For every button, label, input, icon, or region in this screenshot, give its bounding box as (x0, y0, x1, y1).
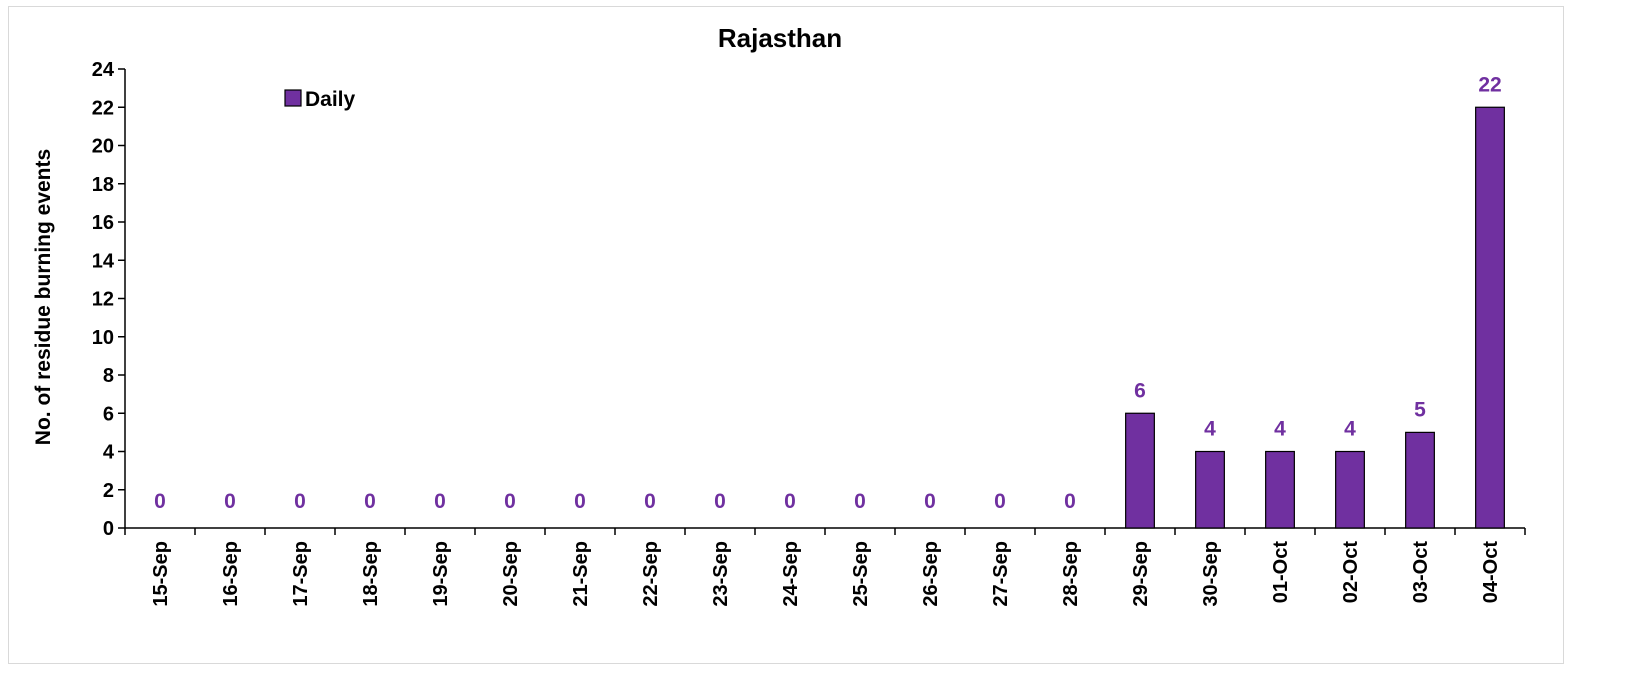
x-tick-label: 20-Sep (500, 541, 522, 607)
bar (1195, 450, 1225, 529)
x-tick-label: 04-Oct (1480, 541, 1502, 604)
y-tick-label: 10 (92, 327, 114, 349)
bar-series-daily (1125, 106, 1505, 529)
y-tick-label: 8 (103, 365, 114, 387)
bar (1405, 431, 1435, 529)
y-tick-label: 14 (92, 250, 115, 272)
data-label: 6 (1134, 379, 1146, 402)
data-label: 0 (924, 490, 936, 513)
data-label: 0 (854, 490, 866, 513)
data-label: 0 (504, 490, 516, 513)
y-tick-label: 24 (92, 59, 115, 81)
bar (1335, 450, 1365, 529)
x-tick-label: 02-Oct (1340, 541, 1362, 604)
data-label: 0 (994, 490, 1006, 513)
data-label: 0 (364, 490, 376, 513)
x-tick-label: 26-Sep (920, 541, 942, 607)
chart-frame (8, 6, 1564, 664)
y-tick-label: 4 (103, 442, 115, 464)
x-tick-label: 28-Sep (1060, 541, 1082, 607)
data-label: 4 (1344, 418, 1356, 441)
x-tick-label: 15-Sep (150, 541, 172, 607)
x-tick-label: 22-Sep (640, 541, 662, 607)
bar (1475, 106, 1505, 529)
chart-title: Rajasthan (718, 23, 842, 53)
y-tick-label: 16 (92, 212, 114, 234)
x-tick-label: 21-Sep (570, 541, 592, 607)
legend: Daily (284, 88, 356, 111)
y-axis-label: No. of residue burning events (32, 149, 55, 445)
data-label: 0 (154, 490, 166, 513)
legend-swatch-daily (284, 89, 302, 107)
x-tick-label: 23-Sep (710, 541, 732, 607)
data-label: 4 (1274, 418, 1286, 441)
data-label: 0 (434, 490, 446, 513)
legend-label-daily: Daily (305, 88, 356, 111)
x-tick-label: 30-Sep (1200, 541, 1222, 607)
data-label: 0 (784, 490, 796, 513)
data-label: 4 (1204, 418, 1216, 441)
y-tick-label: 18 (92, 174, 114, 196)
y-tick-label: 2 (103, 480, 114, 502)
data-label: 0 (294, 490, 306, 513)
x-tick-label: 27-Sep (990, 541, 1012, 607)
y-tick-label: 12 (92, 289, 114, 311)
data-label: 5 (1414, 398, 1426, 421)
y-tick-label: 6 (103, 403, 114, 425)
x-tick-label: 17-Sep (290, 541, 312, 607)
x-tick-label: 29-Sep (1130, 541, 1152, 607)
data-labels: 0 0 0 0 0 0 0 0 0 0 0 0 0 0 6 4 4 4 5 22 (154, 73, 1502, 513)
bar (1125, 412, 1155, 529)
data-label: 0 (224, 490, 236, 513)
x-tick-label: 03-Oct (1410, 541, 1432, 604)
x-tick-label: 16-Sep (220, 541, 242, 607)
x-tick-label: 01-Oct (1270, 541, 1292, 604)
y-tick-label: 0 (103, 518, 114, 540)
data-label: 0 (644, 490, 656, 513)
data-label: 22 (1478, 73, 1501, 96)
y-tick-label: 22 (92, 97, 114, 119)
data-label: 0 (574, 490, 586, 513)
data-label: 0 (1064, 490, 1076, 513)
bar (1265, 450, 1295, 529)
data-label: 0 (714, 490, 726, 513)
x-tick-label: 18-Sep (360, 541, 382, 607)
x-axis: 15-Sep 16-Sep 17-Sep 18-Sep 19-Sep 20-Sep 21-S… (124, 527, 1526, 607)
x-tick-label: 19-Sep (430, 541, 452, 607)
y-tick-label: 20 (92, 136, 114, 158)
x-tick-label: 24-Sep (780, 541, 802, 607)
x-tick-label: 25-Sep (850, 541, 872, 607)
